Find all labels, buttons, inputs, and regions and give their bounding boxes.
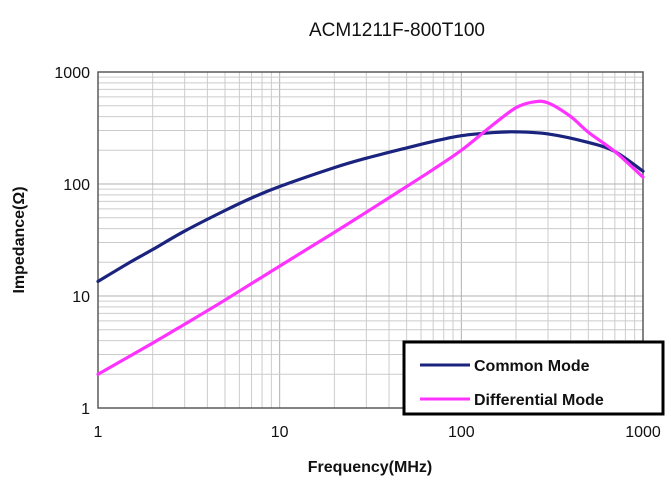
legend-label-common-mode: Common Mode [474, 358, 590, 375]
plot-frame [97, 71, 644, 409]
x-axis-label: Frequency(MHz) [308, 459, 432, 476]
y-axis-label: Impedance(Ω) [11, 186, 28, 293]
legend: Common Mode Differential Mode [402, 340, 665, 416]
x-tick-label: 1 [94, 424, 103, 441]
y-tick-label: 1000 [54, 65, 90, 82]
x-tick-label: 10 [271, 424, 289, 441]
tick-labels: 1 10 100 1000 1 10 100 1000 [54, 65, 660, 441]
x-tick-label: 1000 [625, 424, 661, 441]
legend-box [402, 340, 665, 416]
y-tick-label: 1 [81, 401, 90, 418]
series-line-differential-mode [96, 99, 645, 376]
x-tick-label: 100 [448, 424, 475, 441]
y-tick-label: 100 [63, 177, 90, 194]
y-tick-label: 10 [72, 289, 90, 306]
legend-label-differential-mode: Differential Mode [474, 392, 604, 409]
series-line-common-mode [96, 130, 645, 283]
chart-title: ACM1211F-800T100 [309, 20, 485, 41]
series-lines [96, 99, 645, 376]
